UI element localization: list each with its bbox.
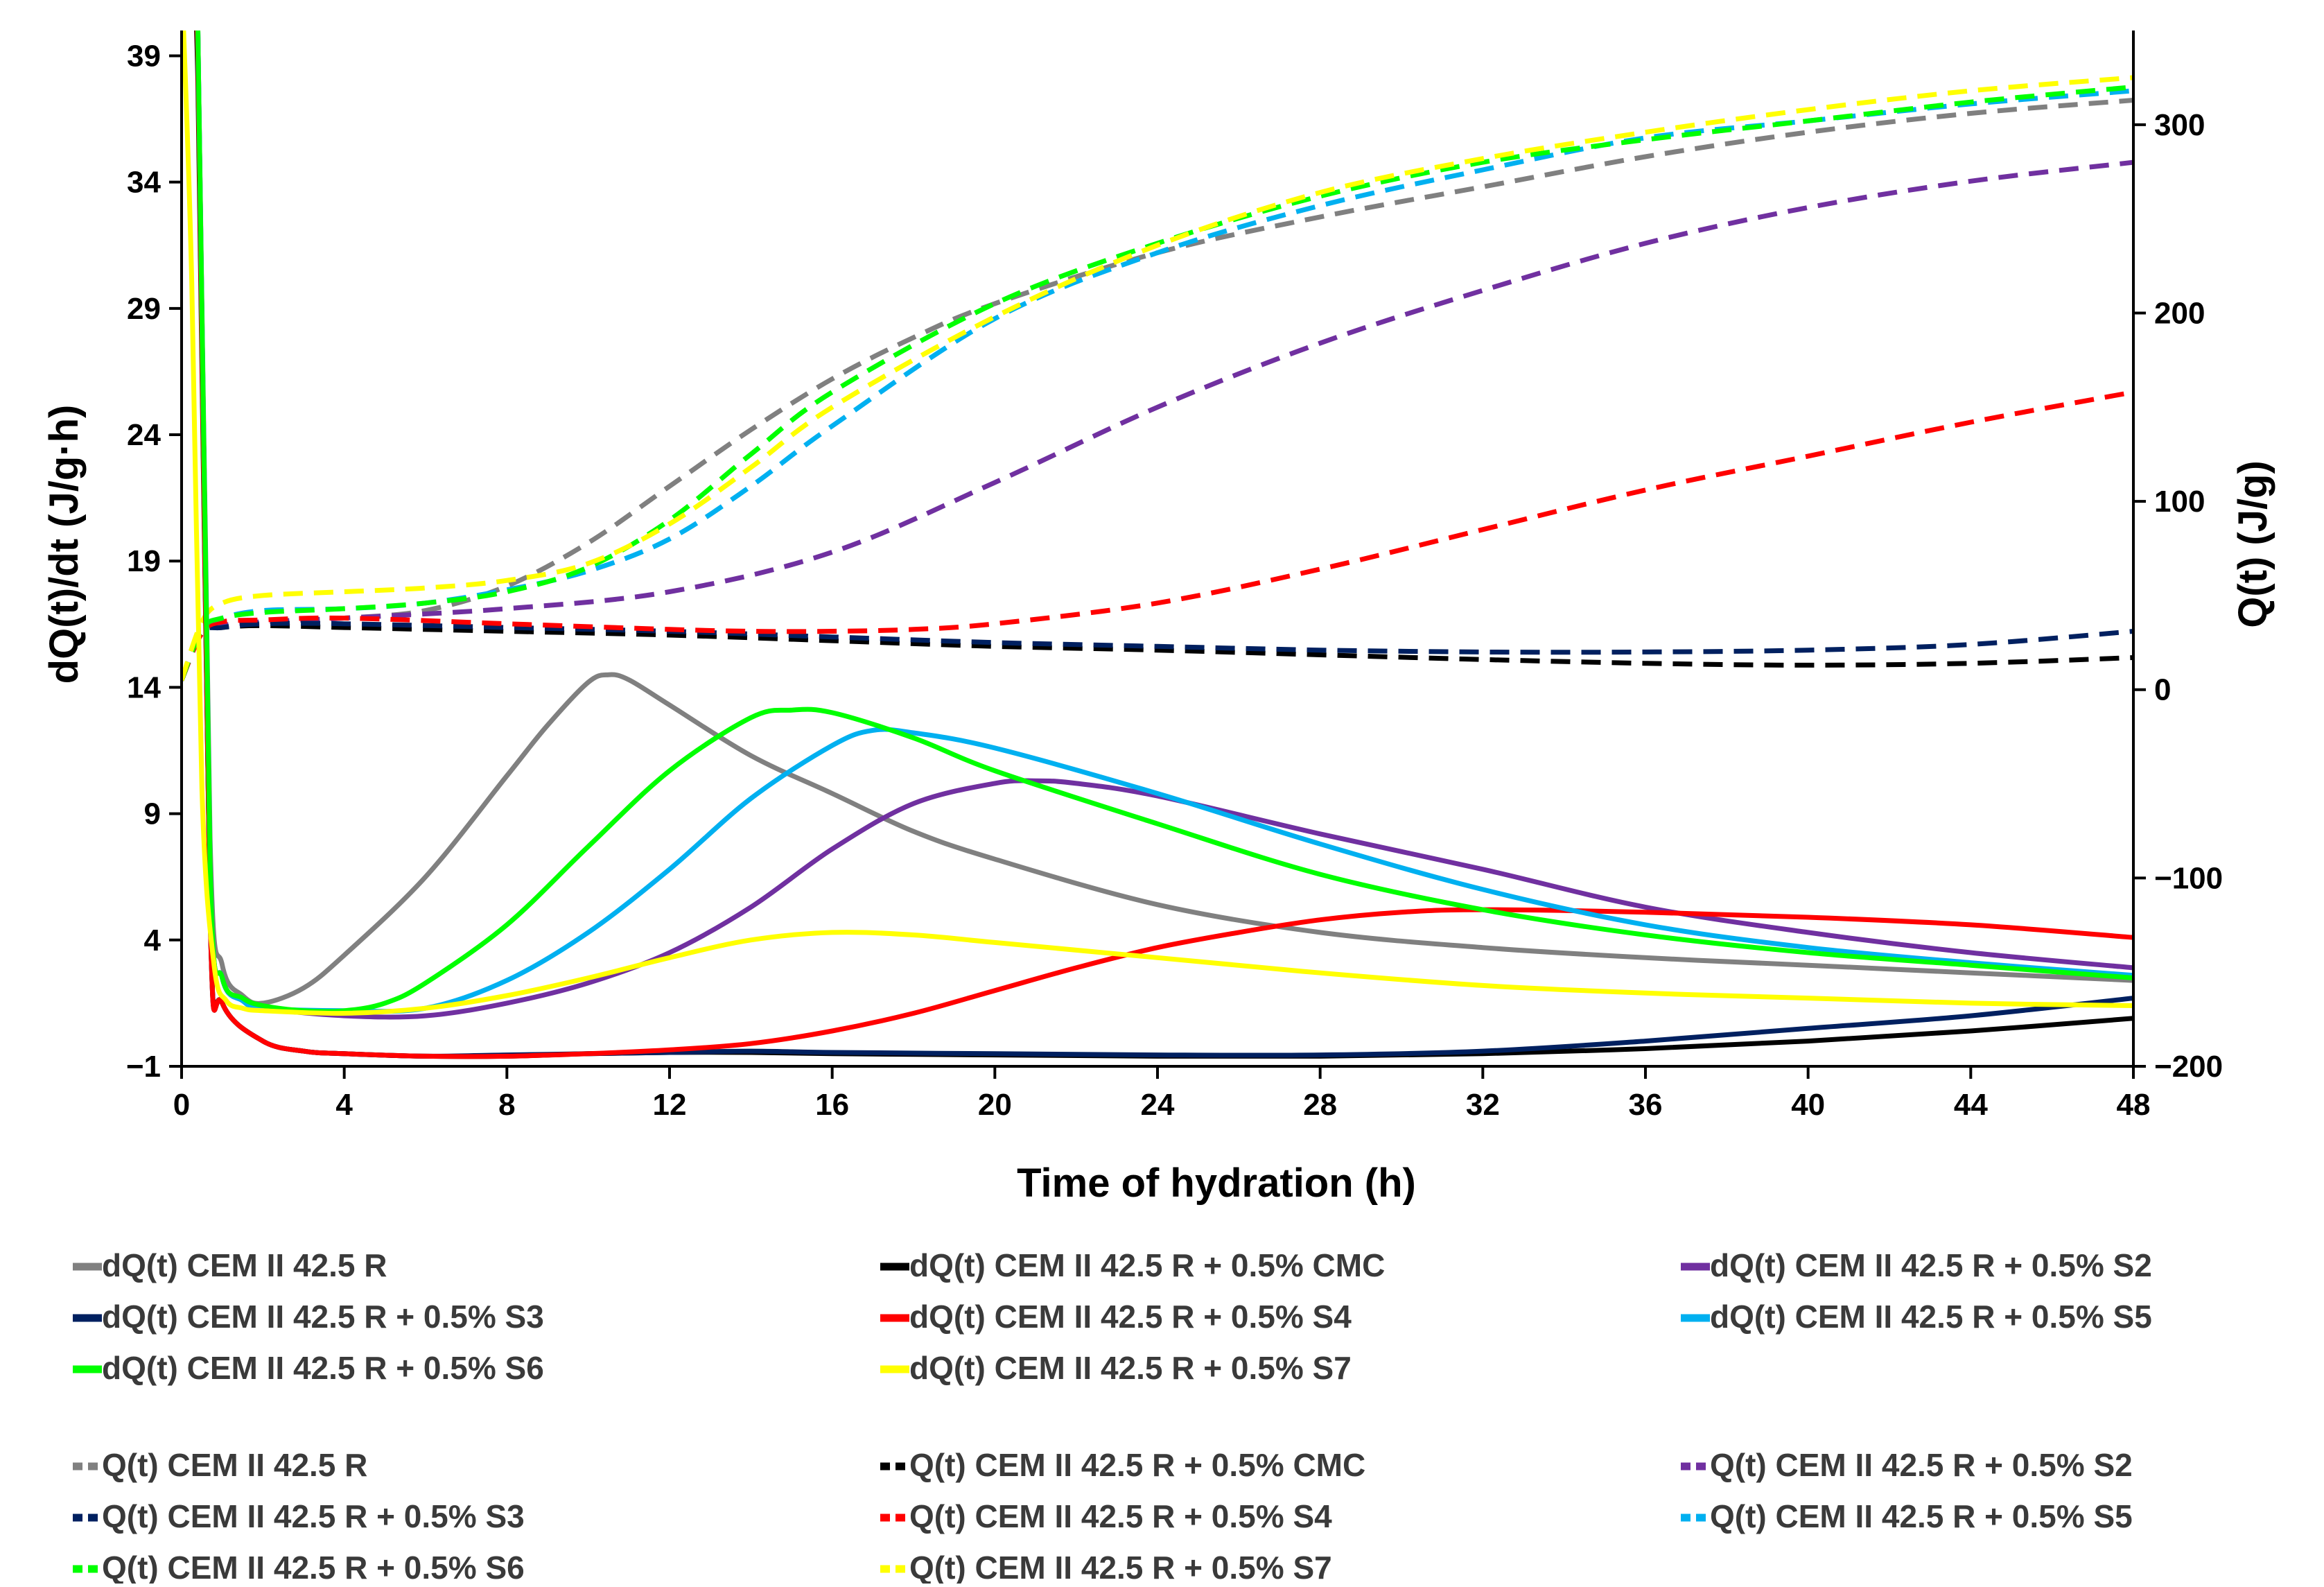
- legend-label: dQ(t) CEM II 42.5 R + 0.5% S2: [1710, 1247, 2152, 1283]
- series-line-q-t-cem-ii-42-5-r-0-5-s3: [182, 621, 2133, 682]
- series-line-q-t-cem-ii-42-5-r-0-5-cmc: [182, 623, 2133, 682]
- y-right-tick-label: 0: [2154, 673, 2171, 707]
- legend-item-q-t-cem-ii-42-5-r-0-5-s5: Q(t) CEM II 42.5 R + 0.5% S5: [1681, 1498, 2133, 1534]
- legend-item-dq-t-cem-ii-42-5-r-0-5-s2: dQ(t) CEM II 42.5 R + 0.5% S2: [1681, 1247, 2152, 1283]
- x-tick-label: 16: [815, 1088, 849, 1122]
- y-right-tick-label: 200: [2154, 296, 2205, 330]
- legend-item-dq-t-cem-ii-42-5-r-0-5-s3: dQ(t) CEM II 42.5 R + 0.5% S3: [73, 1299, 544, 1335]
- legend-label: Q(t) CEM II 42.5 R: [102, 1447, 367, 1483]
- x-tick-label: 8: [498, 1088, 515, 1122]
- legend-item-q-t-cem-ii-42-5-r-0-5-s6: Q(t) CEM II 42.5 R + 0.5% S6: [73, 1550, 525, 1586]
- y-left-tick-label: 9: [144, 797, 161, 831]
- y-left-tick-label: 29: [127, 292, 161, 326]
- legend-item-dq-t-cem-ii-42-5-r: dQ(t) CEM II 42.5 R: [73, 1247, 387, 1283]
- legend-item-q-t-cem-ii-42-5-r: Q(t) CEM II 42.5 R: [73, 1447, 367, 1483]
- x-tick-label: 36: [1629, 1088, 1663, 1122]
- series-line-dq-t-cem-ii-42-5-r-0-5-s7: [182, 31, 2133, 1016]
- legend: dQ(t) CEM II 42.5 R dQ(t) CEM II 42.5 R +…: [73, 1247, 2152, 1586]
- y-right-axis-title: Q(t) (J/g): [2230, 460, 2275, 628]
- series-line-q-t-cem-ii-42-5-r-0-5-s4: [182, 390, 2133, 682]
- axes-layer: 0 4 8 12 16 20 24 28 32 36 40 44 48−149141924293439−…: [126, 31, 2223, 1122]
- legend-label: dQ(t) CEM II 42.5 R + 0.5% S3: [102, 1299, 544, 1335]
- x-tick-label: 4: [335, 1088, 353, 1122]
- x-tick-label: 48: [2117, 1088, 2151, 1122]
- series-line-dq-t-cem-ii-42-5-r-0-5-s4: [195, 31, 2133, 1059]
- y-left-tick-label: 34: [127, 166, 161, 200]
- legend-label: dQ(t) CEM II 42.5 R + 0.5% S6: [102, 1350, 544, 1386]
- x-tick-label: 28: [1303, 1088, 1337, 1122]
- series-line-q-t-cem-ii-42-5-r-0-5-s5: [182, 88, 2133, 682]
- y-right-tick-label: 100: [2154, 485, 2205, 519]
- legend-item-dq-t-cem-ii-42-5-r-0-5-s7: dQ(t) CEM II 42.5 R + 0.5% S7: [880, 1350, 1352, 1386]
- legend-item-q-t-cem-ii-42-5-r-0-5-cmc: Q(t) CEM II 42.5 R + 0.5% CMC: [880, 1447, 1365, 1483]
- series-line-dq-t-cem-ii-42-5-r-0-5-s2: [195, 31, 2133, 1020]
- legend-item-q-t-cem-ii-42-5-r-0-5-s4: Q(t) CEM II 42.5 R + 0.5% S4: [880, 1498, 1332, 1534]
- x-tick-label: 44: [1954, 1088, 1988, 1122]
- series-line-dq-t-cem-ii-42-5-r-0-5-cmc: [194, 31, 2133, 1059]
- legend-item-q-t-cem-ii-42-5-r-0-5-s2: Q(t) CEM II 42.5 R + 0.5% S2: [1681, 1447, 2133, 1483]
- series-line-dq-t-cem-ii-42-5-r-0-5-s6: [195, 31, 2133, 1014]
- legend-label: Q(t) CEM II 42.5 R + 0.5% S5: [1710, 1498, 2133, 1534]
- legend-label: Q(t) CEM II 42.5 R + 0.5% S6: [102, 1550, 525, 1584]
- legend-label: Q(t) CEM II 42.5 R + 0.5% S3: [102, 1498, 525, 1534]
- legend-item-dq-t-cem-ii-42-5-r-0-5-s5: dQ(t) CEM II 42.5 R + 0.5% S5: [1681, 1299, 2152, 1335]
- y-right-tick-label: −100: [2154, 861, 2223, 895]
- legend-label: Q(t) CEM II 42.5 R + 0.5% S4: [909, 1498, 1332, 1534]
- series-line-q-t-cem-ii-42-5-r: [182, 98, 2133, 682]
- legend-label: Q(t) CEM II 42.5 R + 0.5% CMC: [909, 1447, 1365, 1483]
- x-axis-title: Time of hydration (h): [1017, 1161, 1416, 1206]
- x-tick-label: 32: [1466, 1088, 1500, 1122]
- legend-item-q-t-cem-ii-42-5-r-0-5-s7: Q(t) CEM II 42.5 R + 0.5% S7: [880, 1550, 1332, 1586]
- x-tick-label: 20: [978, 1088, 1012, 1122]
- series-line-dq-t-cem-ii-42-5-r-0-5-s5: [195, 31, 2133, 1014]
- legend-label: dQ(t) CEM II 42.5 R + 0.5% S5: [1710, 1299, 2152, 1335]
- series-line-q-t-cem-ii-42-5-r-0-5-s2: [182, 159, 2133, 682]
- legend-label: dQ(t) CEM II 42.5 R + 0.5% S4: [909, 1299, 1352, 1335]
- legend-item-dq-t-cem-ii-42-5-r-0-5-s6: dQ(t) CEM II 42.5 R + 0.5% S6: [73, 1350, 544, 1386]
- x-tick-label: 24: [1141, 1088, 1175, 1122]
- x-tick-label: 40: [1791, 1088, 1825, 1122]
- y-left-tick-label: −1: [126, 1050, 161, 1084]
- y-left-tick-label: 24: [127, 418, 161, 452]
- y-left-tick-label: 14: [127, 670, 161, 704]
- y-left-tick-label: 4: [144, 923, 161, 957]
- series-line-dq-t-cem-ii-42-5-r-0-5-s3: [195, 31, 2133, 1059]
- y-right-tick-label: −200: [2154, 1050, 2223, 1084]
- y-right-tick-label: 300: [2154, 108, 2205, 142]
- legend-item-dq-t-cem-ii-42-5-r-0-5-cmc: dQ(t) CEM II 42.5 R + 0.5% CMC: [880, 1247, 1385, 1283]
- series-line-dq-t-cem-ii-42-5-r: [195, 31, 2133, 1006]
- y-left-axis-title: dQ(t)/dt (J/g·h): [42, 405, 87, 684]
- legend-label: dQ(t) CEM II 42.5 R + 0.5% CMC: [909, 1247, 1385, 1283]
- series-line-q-t-cem-ii-42-5-r-0-5-s6: [182, 85, 2133, 682]
- y-left-tick-label: 19: [127, 544, 161, 578]
- legend-label: dQ(t) CEM II 42.5 R: [102, 1247, 387, 1283]
- x-tick-label: 0: [173, 1088, 190, 1122]
- y-left-tick-label: 39: [127, 39, 161, 73]
- series-line-q-t-cem-ii-42-5-r-0-5-s7: [182, 75, 2133, 682]
- series-layer: [182, 31, 2133, 1059]
- x-tick-label: 12: [653, 1088, 687, 1122]
- legend-label: dQ(t) CEM II 42.5 R + 0.5% S7: [909, 1350, 1352, 1386]
- legend-label: Q(t) CEM II 42.5 R + 0.5% S2: [1710, 1447, 2133, 1483]
- legend-label: Q(t) CEM II 42.5 R + 0.5% S7: [909, 1550, 1332, 1584]
- legend-item-dq-t-cem-ii-42-5-r-0-5-s4: dQ(t) CEM II 42.5 R + 0.5% S4: [880, 1299, 1352, 1335]
- legend-item-q-t-cem-ii-42-5-r-0-5-s3: Q(t) CEM II 42.5 R + 0.5% S3: [73, 1498, 525, 1534]
